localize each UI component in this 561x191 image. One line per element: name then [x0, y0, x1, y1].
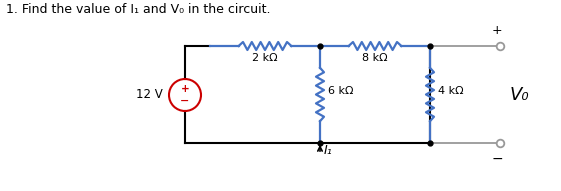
Text: 1. Find the value of I₁ and V₀ in the circuit.: 1. Find the value of I₁ and V₀ in the ci… — [6, 3, 270, 16]
Text: +: + — [181, 84, 190, 94]
Text: 8 kΩ: 8 kΩ — [362, 53, 388, 63]
Text: 4 kΩ: 4 kΩ — [438, 86, 463, 96]
Text: 2 kΩ: 2 kΩ — [252, 53, 278, 63]
Text: 6 kΩ: 6 kΩ — [328, 86, 353, 96]
Text: V₀: V₀ — [510, 86, 530, 104]
Text: 12 V: 12 V — [136, 88, 163, 101]
Text: −: − — [180, 96, 190, 106]
Text: −: − — [491, 152, 503, 166]
Text: +: + — [491, 24, 502, 37]
Text: I₁: I₁ — [324, 143, 333, 156]
